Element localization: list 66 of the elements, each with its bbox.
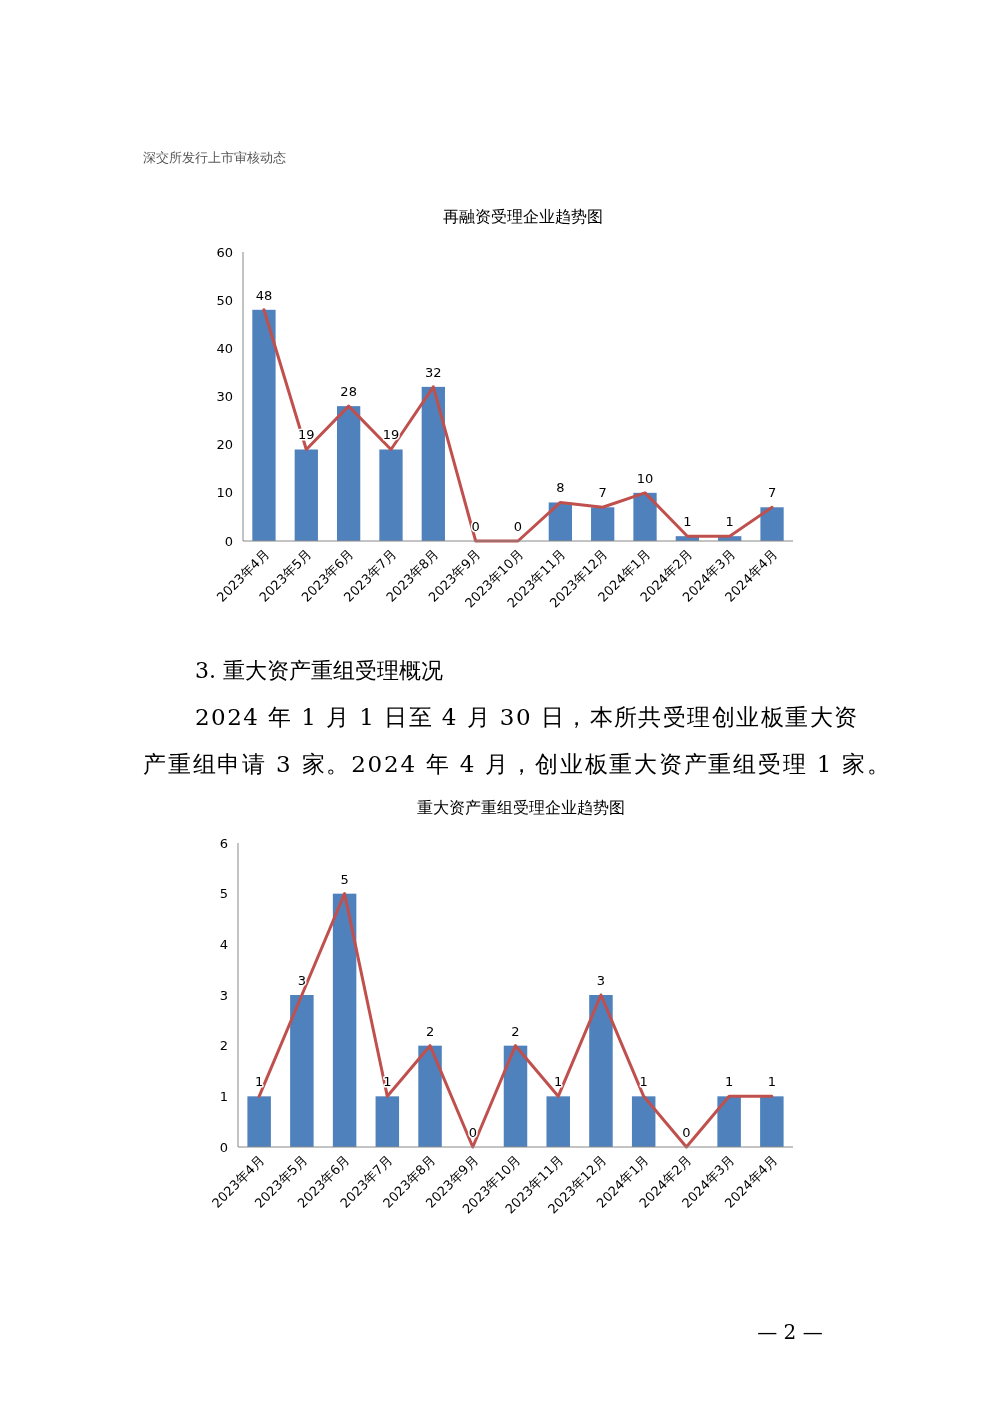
text: 3. 重大资产重组受理概况 <box>195 658 443 683</box>
data-label: 8 <box>556 480 565 496</box>
y-tick-label: 30 <box>216 389 233 405</box>
data-label: 32 <box>425 364 442 380</box>
data-label: 3 <box>596 973 606 988</box>
data-label: 1 <box>683 514 692 530</box>
data-label: 1 <box>725 514 734 530</box>
data-label: 0 <box>468 1125 477 1140</box>
bar <box>591 507 615 541</box>
y-tick-label: 3 <box>219 987 228 1003</box>
chart-title: 再融资受理企业趋势图 <box>443 207 603 226</box>
bar <box>503 1045 528 1147</box>
y-tick-label: 1 <box>219 1088 228 1104</box>
y-tick-label: 20 <box>216 437 233 453</box>
data-label: 48 <box>255 287 273 303</box>
data-label: 0 <box>682 1125 691 1140</box>
data-label: 10 <box>636 470 654 486</box>
data-label: 7 <box>767 485 777 501</box>
bar <box>252 309 276 541</box>
y-tick-label: 40 <box>216 340 233 356</box>
data-label: 19 <box>382 427 400 443</box>
y-tick-label: 4 <box>219 936 228 952</box>
text: 深交所发行上市审核动态 <box>143 150 286 165</box>
bar <box>375 1096 400 1147</box>
bar <box>631 1096 656 1147</box>
y-tick-label: 10 <box>216 485 233 501</box>
y-tick-label: 5 <box>219 886 228 902</box>
bar <box>421 386 445 541</box>
line-series <box>257 892 774 1149</box>
data-label: 1 <box>639 1074 648 1090</box>
bar <box>760 507 784 541</box>
data-label: 1 <box>767 1074 776 1090</box>
data-label: 28 <box>340 384 357 400</box>
bar <box>760 1096 784 1147</box>
data-label: 1 <box>724 1074 734 1090</box>
data-label: 7 <box>598 485 607 501</box>
data-label: 0 <box>513 519 523 534</box>
chart-title: 重大资产重组受理企业趋势图 <box>416 798 625 817</box>
bar <box>247 1096 271 1147</box>
data-label: 3 <box>297 973 307 988</box>
text: 产重组申请 3 家。2024 年 4 月，创业板重大资产重组受理 1 家。 <box>143 751 890 777</box>
data-label: 2 <box>511 1023 520 1039</box>
bar <box>294 449 318 541</box>
y-tick-label: 0 <box>219 1139 228 1155</box>
y-tick-label: 50 <box>216 292 233 308</box>
y-tick-label: 0 <box>224 533 233 549</box>
bar <box>337 406 361 541</box>
y-tick-label: 6 <box>219 835 228 851</box>
bar <box>332 893 357 1147</box>
data-label: 1 <box>554 1074 563 1090</box>
data-label: 0 <box>471 519 480 534</box>
bar <box>717 1096 741 1147</box>
bar <box>589 995 613 1147</box>
bar <box>290 995 314 1147</box>
bar <box>379 449 403 541</box>
text: — 2 — <box>757 1320 823 1344</box>
data-label: 1 <box>255 1074 264 1090</box>
data-label: 2 <box>425 1023 435 1039</box>
text: 2024 年 1 月 1 日至 4 月 30 日，本所共受理创业板重大资 <box>195 704 857 730</box>
y-tick-label: 2 <box>219 1038 228 1054</box>
bar <box>546 1096 570 1147</box>
bar <box>418 1045 442 1147</box>
y-tick-label: 60 <box>216 244 233 260</box>
data-label: 5 <box>340 871 349 887</box>
bar <box>633 492 657 541</box>
line-series <box>262 308 774 543</box>
